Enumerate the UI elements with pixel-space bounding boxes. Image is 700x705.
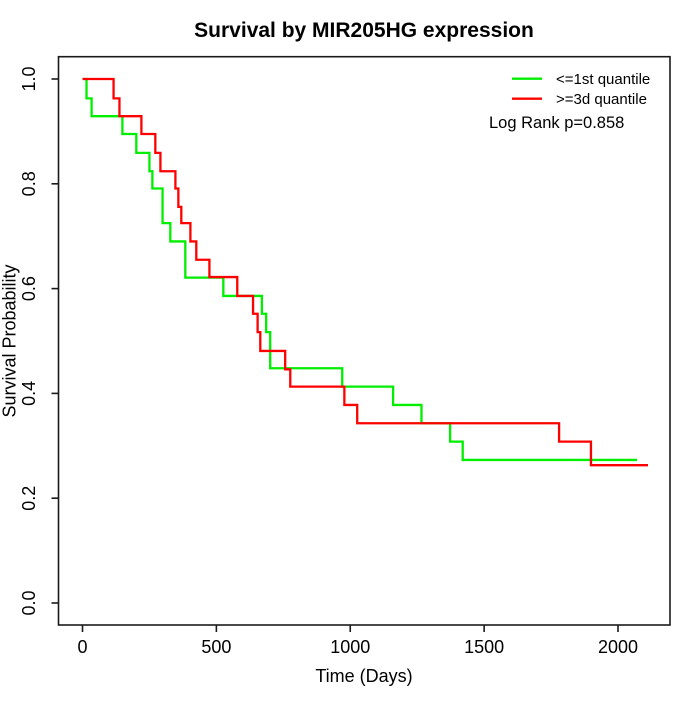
x-tick-label: 500 <box>201 637 231 657</box>
x-tick-label: 2000 <box>598 637 638 657</box>
y-tick-label: 0.8 <box>19 171 39 196</box>
logrank-pvalue-annotation: Log Rank p=0.858 <box>489 114 624 132</box>
plot-box <box>57 55 671 626</box>
legend-label-third-quantile: >=3d quantile <box>556 91 647 108</box>
x-tick-label: 1000 <box>330 637 370 657</box>
y-axis-label: Survival Probability <box>0 264 20 417</box>
legend: <=1st quantile >=3d quantile Log Rank p=… <box>489 71 650 132</box>
chart-title: Survival by MIR205HG expression <box>194 19 534 42</box>
y-tick-label: 0.0 <box>19 590 39 615</box>
y-tick-label: 0.4 <box>19 381 39 406</box>
survival-curves <box>82 77 648 467</box>
x-tick-label: 0 <box>77 637 87 657</box>
legend-label-first-quantile: <=1st quantile <box>556 71 650 88</box>
x-tick-label: 1500 <box>464 637 504 657</box>
survival-curve-third-quantile <box>82 77 648 467</box>
survival-curve-first-quantile <box>82 77 638 462</box>
y-tick-label: 0.2 <box>19 486 39 511</box>
y-tick-label: 1.0 <box>19 66 39 91</box>
y-tick-label: 0.6 <box>19 276 39 301</box>
x-axis: 0 500 1000 1500 2000 <box>77 625 638 657</box>
y-axis: 0.0 0.2 0.4 0.6 0.8 1.0 <box>19 66 59 616</box>
x-axis-label: Time (Days) <box>315 666 412 686</box>
